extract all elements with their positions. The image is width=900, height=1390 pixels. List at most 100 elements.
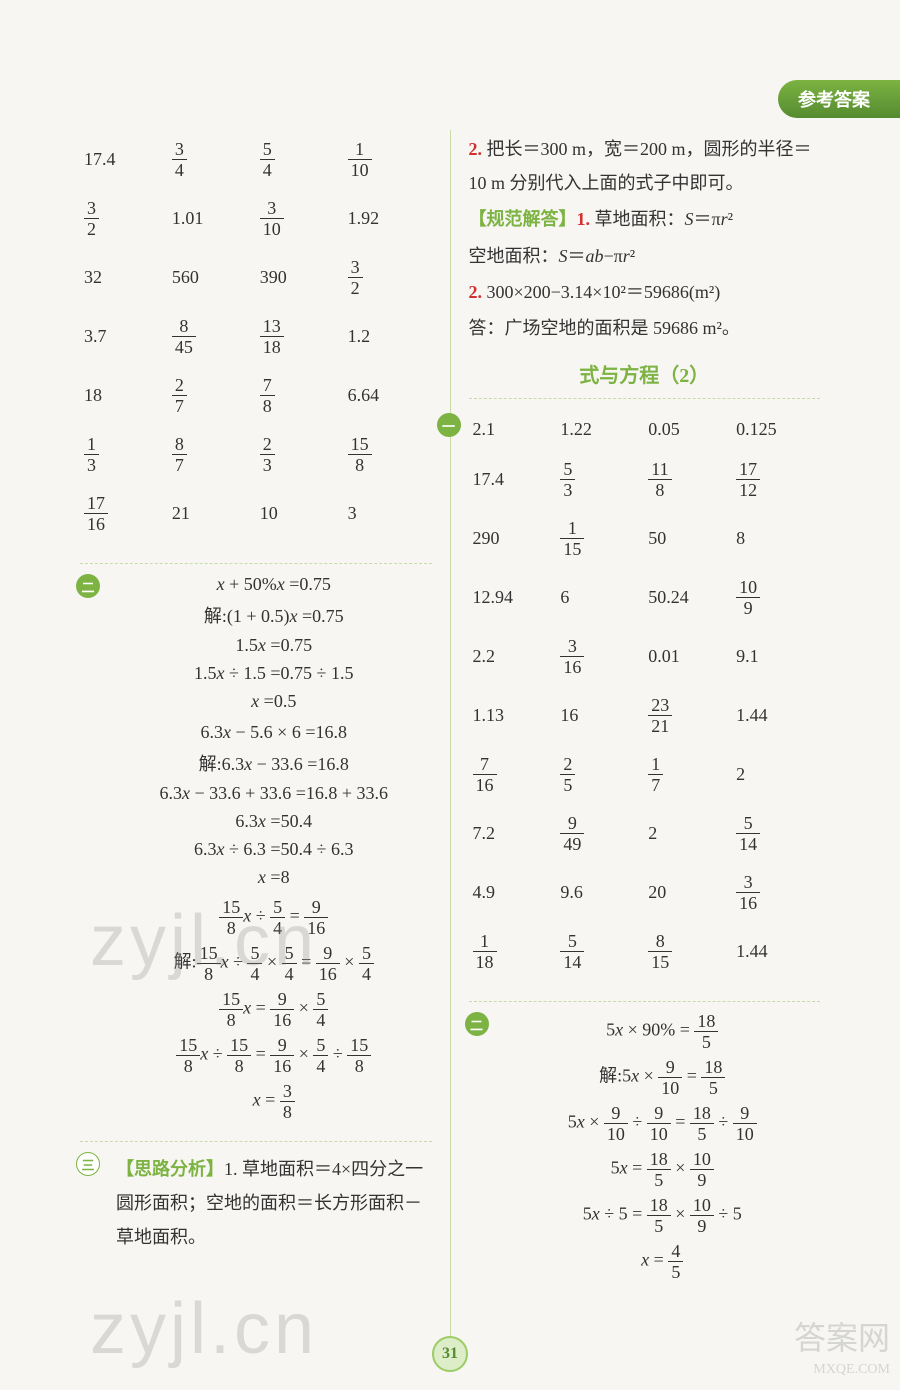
value-cell: 8 (732, 509, 820, 568)
text-line: 空地面积：S＝ab−πr² (469, 239, 821, 273)
analysis-label: 【思路分析】 (116, 1159, 224, 1179)
page-content: 17.43454110321.013101.9232560390323.7845… (70, 130, 830, 1360)
value-cell: 1.13 (469, 686, 557, 745)
value-cell: 390 (256, 248, 344, 307)
value-cell: 9.1 (732, 627, 820, 686)
value-cell: 1.2 (344, 307, 432, 366)
equation-line: 158x ÷ 54 = 916 (116, 898, 432, 937)
value-cell: 50 (644, 509, 732, 568)
value-cell: 10 (256, 484, 344, 543)
separator (469, 398, 821, 399)
equation-line: 5x = 185 × 109 (505, 1150, 821, 1189)
equation-line: 158x ÷ 158 = 916 × 54 ÷ 158 (116, 1036, 432, 1075)
value-cell: 1712 (732, 450, 820, 509)
value-cell: 815 (644, 922, 732, 981)
value-cell: 0.01 (644, 627, 732, 686)
corner-watermark: 答案网 MXQE.COM (794, 1316, 890, 1380)
bullet-2r-icon: 二 (465, 1012, 489, 1036)
analysis-block: 三 【思路分析】1. 草地面积＝4×四分之一圆形面积；空地的面积＝长方形面积－草… (80, 1152, 432, 1255)
value-cell: 23 (256, 425, 344, 484)
equation-line: 6.3x =50.4 (116, 811, 432, 832)
equation-line: 解:158x ÷ 54 × 54 = 916 × 54 (116, 944, 432, 983)
equation-line: 1.5x =0.75 (116, 635, 432, 656)
corner-wm-1: 答案网 (794, 1316, 890, 1361)
equation-line: 6.3x − 5.6 × 6 =16.8 (116, 722, 432, 743)
equation-line: x =8 (116, 867, 432, 888)
right-column: 2. 把长＝300 m，宽＝200 m，圆形的半径＝10 m 分别代入上面的式子… (459, 130, 831, 1360)
equation-line: x = 45 (505, 1242, 821, 1281)
value-cell: 2 (644, 804, 732, 863)
text-line: 答：广场空地的面积是 59686 m²。 (469, 311, 821, 345)
equation-line: 解:(1 + 0.5)x =0.75 (116, 602, 432, 628)
value-cell: 32 (80, 189, 168, 248)
equation-line: x =0.5 (116, 691, 432, 712)
corner-wm-2: MXQE.COM (794, 1360, 890, 1380)
value-cell: 290 (469, 509, 557, 568)
value-cell: 16 (556, 686, 644, 745)
value-cell: 716 (469, 745, 557, 804)
equation-line: 6.3x − 33.6 + 33.6 =16.8 + 33.6 (116, 783, 432, 804)
value-cell: 0.125 (732, 409, 820, 450)
equation-line: 1.5x ÷ 1.5 =0.75 ÷ 1.5 (116, 663, 432, 684)
value-cell: 316 (556, 627, 644, 686)
header-tab: 参考答案 (778, 80, 900, 118)
value-cell: 6.64 (344, 366, 432, 425)
value-cell: 87 (168, 425, 256, 484)
value-cell: 1.01 (168, 189, 256, 248)
equation-line: 5x ÷ 5 = 185 × 109 ÷ 5 (505, 1196, 821, 1235)
text-line: 2. 300×200−3.14×10²＝59686(m²) (469, 275, 821, 309)
column-divider (450, 130, 451, 1360)
value-cell: 32 (344, 248, 432, 307)
bullet-1-icon: 一 (437, 413, 461, 437)
value-cell: 20 (644, 863, 732, 922)
separator (469, 1001, 821, 1002)
equation-block-2: 二 x + 50%x =0.75解:(1 + 0.5)x =0.751.5x =… (80, 574, 432, 1121)
value-cell: 118 (469, 922, 557, 981)
bullet-3-icon: 三 (76, 1152, 100, 1176)
value-cell: 2 (732, 745, 820, 804)
value-cell: 845 (168, 307, 256, 366)
equation-line: x + 50%x =0.75 (116, 574, 432, 595)
analysis-text: 【思路分析】1. 草地面积＝4×四分之一圆形面积；空地的面积＝长方形面积－草地面… (116, 1152, 432, 1255)
value-cell: 1716 (80, 484, 168, 543)
value-cell: 514 (732, 804, 820, 863)
value-cell: 1.92 (344, 189, 432, 248)
equation-line: 5x × 910 ÷ 910 = 185 ÷ 910 (505, 1104, 821, 1143)
value-cell: 109 (732, 568, 820, 627)
value-cell: 115 (556, 509, 644, 568)
value-cell: 13 (80, 425, 168, 484)
value-cell: 560 (168, 248, 256, 307)
value-cell: 2.1 (469, 409, 557, 450)
value-cell: 21 (168, 484, 256, 543)
equation-line: 解:5x × 910 = 185 (505, 1058, 821, 1097)
value-cell: 6 (556, 568, 644, 627)
left-number-table: 17.43454110321.013101.9232560390323.7845… (80, 130, 432, 543)
value-cell: 514 (556, 922, 644, 981)
value-cell: 54 (256, 130, 344, 189)
bullet-2-icon: 二 (76, 574, 100, 598)
equation-block-r2: 二 5x × 90% = 185解:5x × 910 = 1855x × 910… (469, 1012, 821, 1281)
value-cell: 110 (344, 130, 432, 189)
text-line: 【规范解答】1. 草地面积：S＝πr² (469, 202, 821, 236)
separator (80, 563, 432, 564)
page-number: 31 (432, 1336, 468, 1372)
value-cell: 12.94 (469, 568, 557, 627)
section-title: 式与方程（2） (469, 359, 821, 388)
value-cell: 2321 (644, 686, 732, 745)
left-column: 17.43454110321.013101.9232560390323.7845… (70, 130, 442, 1360)
value-cell: 17.4 (80, 130, 168, 189)
value-cell: 158 (344, 425, 432, 484)
value-cell: 1318 (256, 307, 344, 366)
equation-line: 6.3x ÷ 6.3 =50.4 ÷ 6.3 (116, 839, 432, 860)
value-cell: 0.05 (644, 409, 732, 450)
value-cell: 50.24 (644, 568, 732, 627)
text-line: 2. 把长＝300 m，宽＝200 m，圆形的半径＝10 m 分别代入上面的式子… (469, 132, 821, 200)
value-cell: 25 (556, 745, 644, 804)
value-cell: 34 (168, 130, 256, 189)
value-cell: 1.22 (556, 409, 644, 450)
value-cell: 17 (644, 745, 732, 804)
value-cell: 53 (556, 450, 644, 509)
value-cell: 1.44 (732, 686, 820, 745)
value-cell: 7.2 (469, 804, 557, 863)
equation-line: 158x = 916 × 54 (116, 990, 432, 1029)
